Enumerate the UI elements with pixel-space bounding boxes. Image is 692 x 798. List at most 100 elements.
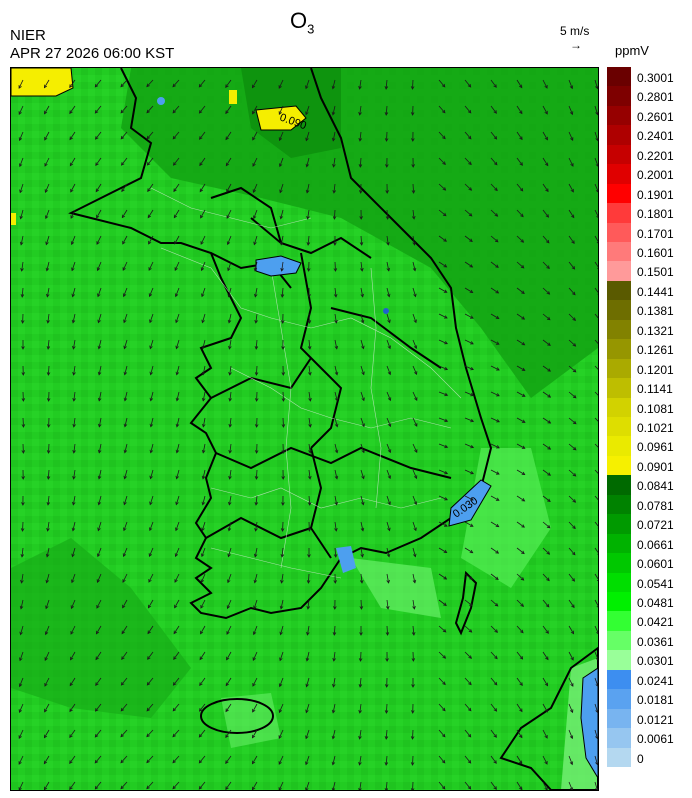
wind-vector (438, 677, 446, 685)
legend-swatch (607, 669, 631, 690)
wind-vector (200, 625, 206, 634)
wind-vector (490, 651, 498, 659)
wind-vector (98, 365, 102, 375)
wind-vector-head (494, 238, 499, 243)
wind-vector-head (333, 554, 338, 558)
wind-vector-head (360, 267, 364, 272)
wind-vector-head (334, 371, 339, 376)
wind-vector-head (546, 291, 551, 295)
wind-vector (332, 755, 336, 765)
wind-vector (386, 521, 390, 531)
wind-vector-head (308, 475, 312, 480)
legend-swatch (607, 222, 631, 243)
wind-vector-head (251, 734, 256, 739)
wind-vector-head (493, 110, 497, 114)
wind-vector-head (173, 656, 177, 660)
wind-vector (70, 183, 76, 193)
wind-vector-head (69, 786, 73, 790)
wind-vector-head (493, 708, 498, 712)
wind-vector-head (20, 579, 24, 584)
wind-vector (412, 573, 416, 583)
wind-vector (172, 131, 180, 140)
wind-vector-head (358, 164, 363, 168)
wind-vector (282, 521, 284, 532)
wind-vector-head (228, 423, 232, 428)
wind-vector (202, 313, 206, 323)
legend-swatch (607, 183, 631, 204)
wind-vector (176, 417, 180, 427)
wind-vector-head (201, 345, 206, 350)
wind-vector-head (361, 397, 365, 402)
legend-swatch (607, 164, 631, 185)
wind-vector-head (442, 707, 446, 712)
wind-vector (542, 625, 549, 634)
wind-vector-head (332, 683, 336, 688)
wind-vector-head (146, 681, 151, 686)
wind-vector-head (172, 759, 176, 764)
wind-vector (201, 287, 206, 297)
wind-vector-head (334, 423, 339, 428)
wind-vector-head (123, 371, 128, 376)
wind-vector (438, 131, 446, 139)
wind-vector (147, 183, 154, 192)
wind-vector (360, 261, 363, 271)
wind-vector (464, 469, 474, 475)
wind-vector (464, 599, 473, 606)
wind-vector-head (278, 85, 282, 89)
wind-vector-head (544, 110, 548, 115)
wind-vector (516, 443, 525, 449)
wind-vector-head (46, 293, 50, 298)
wind-vector-head (334, 527, 338, 532)
wind-vector-head (544, 84, 548, 89)
wind-vector (594, 625, 598, 634)
wind-vector-head (520, 577, 525, 581)
wind-vector (542, 573, 550, 581)
wind-vector (360, 417, 365, 427)
wind-vector-head (97, 475, 102, 480)
wind-vector (176, 391, 180, 401)
wind-vector-head (201, 475, 206, 480)
wind-vector (96, 209, 102, 218)
wind-vector-head (494, 655, 498, 660)
legend-label: 0.1381 (637, 304, 674, 319)
wind-vector-head (225, 760, 229, 764)
wind-vector (19, 131, 24, 141)
wind-vector-head (147, 188, 151, 192)
wind-vector (124, 339, 128, 349)
wind-vector-head (386, 241, 390, 246)
wind-vector (73, 391, 76, 401)
wind-vector-head (595, 761, 598, 766)
wind-vector (333, 157, 336, 167)
wind-vector-head (410, 788, 415, 790)
wind-vector (412, 339, 417, 349)
wind-vector-head (468, 655, 473, 659)
wind-vector-head (172, 162, 177, 166)
wind-vector-head (279, 657, 283, 662)
wind-vector-head (280, 528, 285, 532)
wind-vector-head (96, 604, 100, 609)
wind-vector-head (359, 242, 364, 246)
wind-vector (464, 547, 473, 554)
wind-vector (97, 287, 102, 297)
wind-vector-head (521, 419, 526, 423)
wind-vector (594, 209, 598, 217)
wind-vector-head (521, 367, 526, 371)
wind-vector-head (444, 366, 449, 371)
wind-vector-head (254, 319, 258, 324)
wind-vector-head (120, 707, 125, 712)
legend-label: 0.1901 (637, 187, 674, 202)
wind-vector-head (69, 708, 73, 713)
wind-vector (150, 469, 154, 479)
wind-vector (490, 105, 497, 114)
wind-vector (278, 79, 284, 89)
wind-vector-head (546, 265, 550, 269)
wind-vector (542, 235, 550, 244)
wind-vector (306, 183, 310, 193)
wind-vector-head (467, 83, 472, 88)
wind-vector (333, 651, 336, 661)
wind-vector (229, 365, 232, 375)
wind-vector-head (122, 240, 126, 245)
wind-vector (174, 599, 180, 608)
wind-vector (146, 755, 154, 763)
legend-swatch (607, 611, 631, 632)
